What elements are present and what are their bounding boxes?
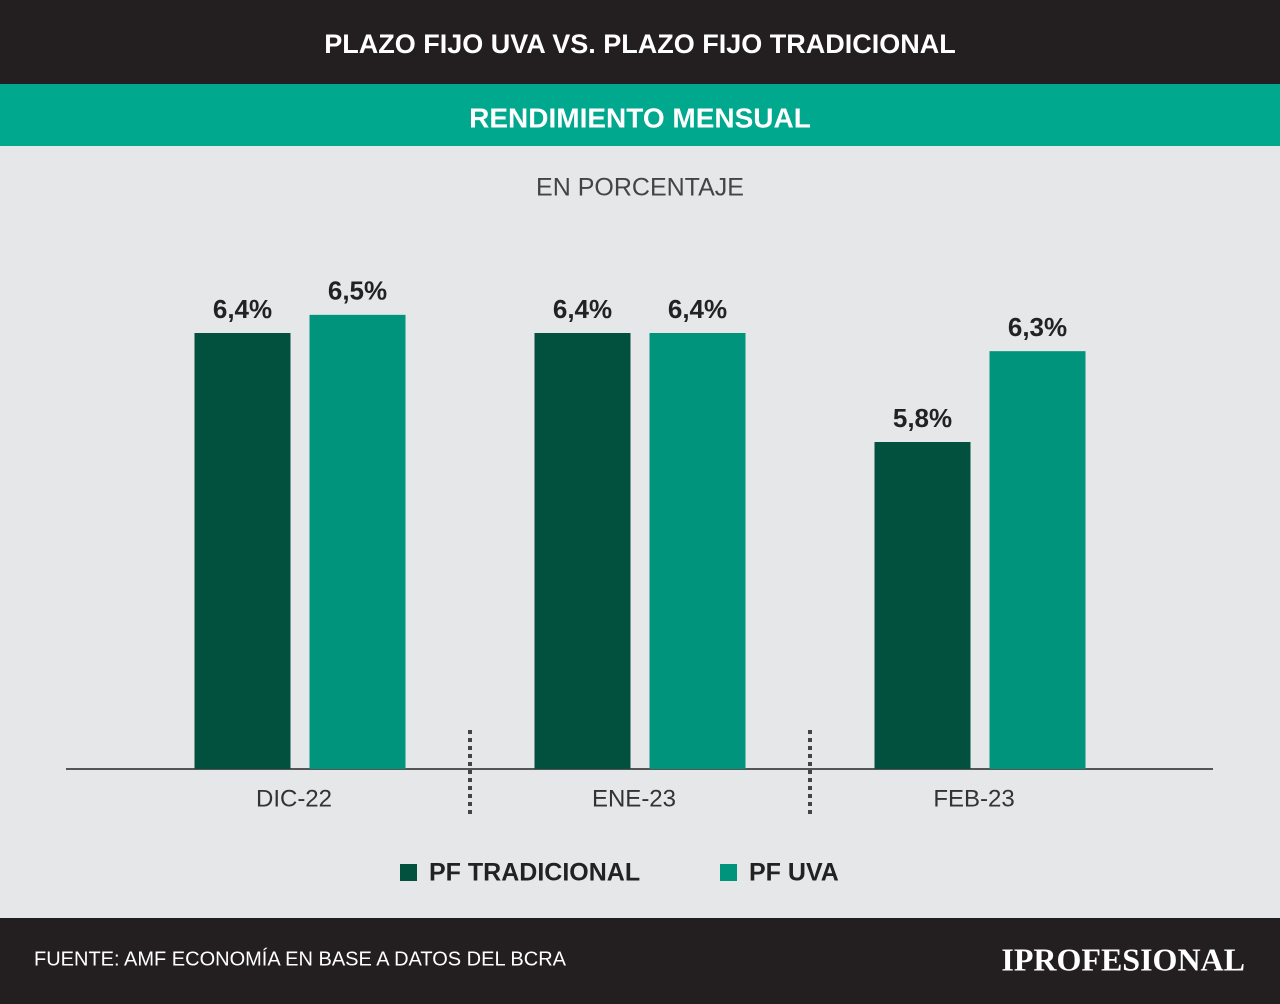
data-label: 6,5%: [328, 276, 387, 306]
brand: IPROFESIONAL: [1001, 941, 1245, 977]
legend-swatch: [400, 864, 417, 881]
bar: [649, 333, 746, 769]
x-tick-label: ENE-23: [592, 785, 676, 812]
chart-subtitle: RENDIMIENTO MENSUAL: [469, 102, 811, 133]
legend-swatch: [720, 864, 737, 881]
legend-label: PF TRADICIONAL: [429, 859, 640, 887]
x-tick-label: FEB-23: [933, 785, 1014, 812]
bar: [194, 333, 291, 769]
bar: [309, 314, 406, 769]
data-label: 5,8%: [893, 403, 952, 433]
source: FUENTE: AMF ECONOMÍA EN BASE A DATOS DEL…: [34, 947, 567, 970]
x-tick-label: DIC-22: [256, 785, 332, 812]
bar: [534, 333, 631, 769]
data-label: 6,4%: [553, 294, 612, 324]
unit-label: EN PORCENTAJE: [536, 174, 744, 202]
data-label: 6,4%: [668, 294, 727, 324]
title-bar: [0, 0, 1280, 84]
data-label: 6,3%: [1008, 312, 1067, 342]
legend-label: PF UVA: [749, 859, 839, 887]
data-label: 6,4%: [213, 294, 272, 324]
chart-title: PLAZO FIJO UVA VS. PLAZO FIJO TRADICIONA…: [324, 29, 956, 59]
bar: [874, 442, 971, 769]
subtitle-bar: [0, 84, 1280, 146]
bar: [989, 351, 1086, 769]
footer-bar: [0, 918, 1280, 1004]
